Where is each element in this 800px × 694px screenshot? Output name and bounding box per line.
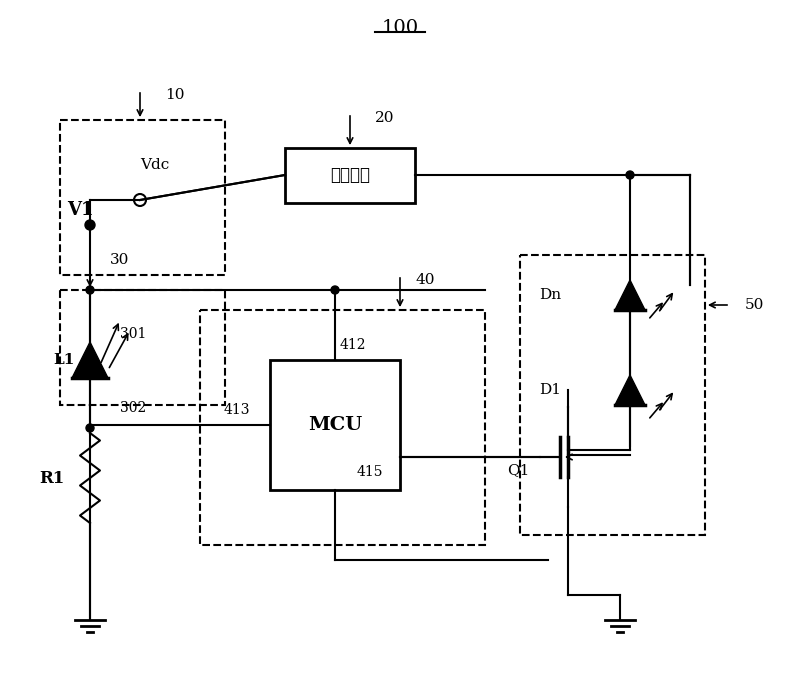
Text: 20: 20 xyxy=(375,111,394,125)
Text: 302: 302 xyxy=(120,401,146,415)
Text: 10: 10 xyxy=(165,88,185,102)
Text: L1: L1 xyxy=(54,353,75,367)
Polygon shape xyxy=(615,280,645,310)
Text: MCU: MCU xyxy=(308,416,362,434)
Circle shape xyxy=(86,286,94,294)
Bar xyxy=(60,120,225,275)
Polygon shape xyxy=(615,375,645,405)
Circle shape xyxy=(331,286,339,294)
Text: 100: 100 xyxy=(382,19,418,37)
Text: 50: 50 xyxy=(745,298,764,312)
Text: D1: D1 xyxy=(539,383,561,397)
Circle shape xyxy=(85,220,95,230)
Text: 413: 413 xyxy=(223,403,250,417)
Text: 恒流单元: 恒流单元 xyxy=(330,166,370,184)
Text: 412: 412 xyxy=(340,338,366,352)
Bar xyxy=(270,360,400,490)
Text: 30: 30 xyxy=(110,253,130,267)
Bar xyxy=(200,310,485,545)
Circle shape xyxy=(86,424,94,432)
Text: R1: R1 xyxy=(40,470,65,486)
Text: 301: 301 xyxy=(120,327,146,341)
Bar xyxy=(520,255,705,535)
Text: Dn: Dn xyxy=(539,288,561,302)
Polygon shape xyxy=(72,342,108,378)
Text: Vdc: Vdc xyxy=(140,158,170,172)
Text: 415: 415 xyxy=(357,465,383,479)
Text: Q1: Q1 xyxy=(508,463,530,477)
Bar xyxy=(60,290,225,405)
Text: 40: 40 xyxy=(415,273,434,287)
Text: V1: V1 xyxy=(66,201,94,219)
Circle shape xyxy=(626,171,634,179)
Bar xyxy=(285,148,415,203)
